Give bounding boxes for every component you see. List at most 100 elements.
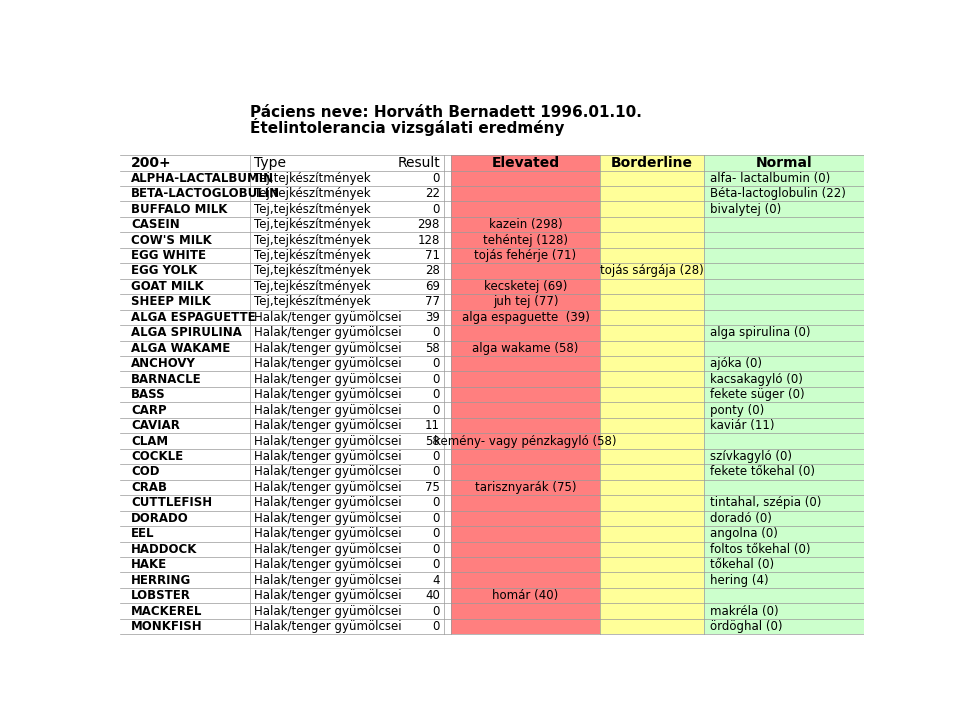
Text: ANCHOVY: ANCHOVY bbox=[132, 357, 196, 370]
Text: homár (40): homár (40) bbox=[492, 589, 559, 602]
Text: Tej,tejkészítmények: Tej,tejkészítmények bbox=[253, 295, 371, 308]
Text: 58: 58 bbox=[425, 435, 440, 447]
Text: COW'S MILK: COW'S MILK bbox=[132, 234, 212, 247]
Text: CLAM: CLAM bbox=[132, 435, 168, 447]
Text: bivalytej (0): bivalytej (0) bbox=[710, 203, 781, 216]
Text: juh tej (77): juh tej (77) bbox=[492, 295, 558, 308]
Text: Borderline: Borderline bbox=[611, 156, 693, 170]
Text: hering (4): hering (4) bbox=[710, 574, 769, 587]
Text: Halak/tenger gyümölcsei: Halak/tenger gyümölcsei bbox=[253, 404, 401, 417]
Text: BUFFALO MILK: BUFFALO MILK bbox=[132, 203, 228, 216]
Text: 75: 75 bbox=[425, 481, 440, 494]
Text: tehéntej (128): tehéntej (128) bbox=[483, 234, 568, 247]
Text: ördöghal (0): ördöghal (0) bbox=[710, 620, 782, 633]
Text: ajóka (0): ajóka (0) bbox=[710, 357, 762, 370]
Text: kazein (298): kazein (298) bbox=[489, 218, 563, 231]
Text: 11: 11 bbox=[425, 419, 440, 432]
Text: CASEIN: CASEIN bbox=[132, 218, 180, 231]
Text: EGG YOLK: EGG YOLK bbox=[132, 265, 198, 277]
Text: 0: 0 bbox=[433, 496, 440, 509]
Text: Tej,tejkészítmények: Tej,tejkészítmények bbox=[253, 172, 371, 185]
Text: Result: Result bbox=[397, 156, 440, 170]
Text: doradó (0): doradó (0) bbox=[710, 512, 772, 525]
Text: 0: 0 bbox=[433, 357, 440, 370]
Text: 0: 0 bbox=[433, 465, 440, 478]
Text: Ételintolerancia vizsgálati eredmény: Ételintolerancia vizsgálati eredmény bbox=[251, 118, 564, 136]
Text: Halak/tenger gyümölcsei: Halak/tenger gyümölcsei bbox=[253, 589, 401, 602]
Text: Normal: Normal bbox=[756, 156, 812, 170]
Text: 39: 39 bbox=[425, 311, 440, 324]
Text: tarisznyarák (75): tarisznyarák (75) bbox=[475, 481, 576, 494]
Text: ALPHA-LACTALBUMIN: ALPHA-LACTALBUMIN bbox=[132, 172, 275, 185]
Text: Tej,tejkészítmények: Tej,tejkészítmények bbox=[253, 280, 371, 293]
Text: Halak/tenger gyümölcsei: Halak/tenger gyümölcsei bbox=[253, 527, 401, 541]
Text: alga wakame (58): alga wakame (58) bbox=[472, 342, 579, 355]
Text: Halak/tenger gyümölcsei: Halak/tenger gyümölcsei bbox=[253, 543, 401, 556]
Text: kacsakagyló (0): kacsakagyló (0) bbox=[710, 373, 803, 386]
Text: MACKEREL: MACKEREL bbox=[132, 604, 203, 617]
Text: Halak/tenger gyümölcsei: Halak/tenger gyümölcsei bbox=[253, 620, 401, 633]
Text: Halak/tenger gyümölcsei: Halak/tenger gyümölcsei bbox=[253, 512, 401, 525]
Text: 0: 0 bbox=[433, 388, 440, 401]
Text: CUTTLEFISH: CUTTLEFISH bbox=[132, 496, 212, 509]
Text: HADDOCK: HADDOCK bbox=[132, 543, 198, 556]
Text: COCKLE: COCKLE bbox=[132, 450, 183, 463]
Text: tojás fehérje (71): tojás fehérje (71) bbox=[474, 249, 577, 262]
Text: BETA-LACTOGLOBULIN: BETA-LACTOGLOBULIN bbox=[132, 187, 280, 200]
Text: Halak/tenger gyümölcsei: Halak/tenger gyümölcsei bbox=[253, 496, 401, 509]
Text: Halak/tenger gyümölcsei: Halak/tenger gyümölcsei bbox=[253, 465, 401, 478]
Text: GOAT MILK: GOAT MILK bbox=[132, 280, 204, 293]
Text: makréla (0): makréla (0) bbox=[710, 604, 779, 617]
Text: Páciens neve: Horváth Bernadett 1996.01.10.: Páciens neve: Horváth Bernadett 1996.01.… bbox=[251, 105, 642, 120]
Text: kecsketej (69): kecsketej (69) bbox=[484, 280, 567, 293]
Text: CARP: CARP bbox=[132, 404, 167, 417]
Text: Tej,tejkészítmények: Tej,tejkészítmények bbox=[253, 265, 371, 277]
Text: tojás sárgája (28): tojás sárgája (28) bbox=[600, 265, 704, 277]
Text: 0: 0 bbox=[433, 373, 440, 386]
Text: BASS: BASS bbox=[132, 388, 166, 401]
Text: foltos tőkehal (0): foltos tőkehal (0) bbox=[710, 543, 810, 556]
Text: Type: Type bbox=[253, 156, 286, 170]
Text: alga spirulina (0): alga spirulina (0) bbox=[710, 326, 810, 339]
Text: 200+: 200+ bbox=[132, 156, 172, 170]
Text: 0: 0 bbox=[433, 604, 440, 617]
Text: 58: 58 bbox=[425, 342, 440, 355]
Text: Halak/tenger gyümölcsei: Halak/tenger gyümölcsei bbox=[253, 450, 401, 463]
Text: HERRING: HERRING bbox=[132, 574, 191, 587]
Text: 0: 0 bbox=[433, 559, 440, 571]
Text: COD: COD bbox=[132, 465, 159, 478]
Text: Tej,tejkészítmények: Tej,tejkészítmények bbox=[253, 234, 371, 247]
Text: Halak/tenger gyümölcsei: Halak/tenger gyümölcsei bbox=[253, 326, 401, 339]
Text: EGG WHITE: EGG WHITE bbox=[132, 249, 206, 262]
Text: Tej,tejkészítmények: Tej,tejkészítmények bbox=[253, 249, 371, 262]
Text: tőkehal (0): tőkehal (0) bbox=[710, 559, 774, 571]
Text: Elevated: Elevated bbox=[492, 156, 560, 170]
Text: LOBSTER: LOBSTER bbox=[132, 589, 191, 602]
Text: 28: 28 bbox=[425, 265, 440, 277]
Text: 22: 22 bbox=[425, 187, 440, 200]
Text: Halak/tenger gyümölcsei: Halak/tenger gyümölcsei bbox=[253, 559, 401, 571]
Text: 0: 0 bbox=[433, 172, 440, 185]
Text: Halak/tenger gyümölcsei: Halak/tenger gyümölcsei bbox=[253, 357, 401, 370]
Text: alfa- lactalbumin (0): alfa- lactalbumin (0) bbox=[710, 172, 830, 185]
Text: ponty (0): ponty (0) bbox=[710, 404, 764, 417]
Text: Halak/tenger gyümölcsei: Halak/tenger gyümölcsei bbox=[253, 481, 401, 494]
Text: EEL: EEL bbox=[132, 527, 155, 541]
Text: fekete tőkehal (0): fekete tőkehal (0) bbox=[710, 465, 815, 478]
Text: SHEEP MILK: SHEEP MILK bbox=[132, 295, 211, 308]
Text: 71: 71 bbox=[425, 249, 440, 262]
Text: Halak/tenger gyümölcsei: Halak/tenger gyümölcsei bbox=[253, 311, 401, 324]
Text: 0: 0 bbox=[433, 404, 440, 417]
Text: MONKFISH: MONKFISH bbox=[132, 620, 203, 633]
Text: Halak/tenger gyümölcsei: Halak/tenger gyümölcsei bbox=[253, 604, 401, 617]
Bar bbox=[704, 155, 864, 635]
Text: 0: 0 bbox=[433, 326, 440, 339]
Text: alga espaguette  (39): alga espaguette (39) bbox=[462, 311, 589, 324]
Text: BARNACLE: BARNACLE bbox=[132, 373, 202, 386]
Text: 0: 0 bbox=[433, 527, 440, 541]
Text: DORADO: DORADO bbox=[132, 512, 189, 525]
Text: tintahal, szépia (0): tintahal, szépia (0) bbox=[710, 496, 822, 509]
Text: Tej,tejkészítmények: Tej,tejkészítmények bbox=[253, 203, 371, 216]
Text: Béta-lactoglobulin (22): Béta-lactoglobulin (22) bbox=[710, 187, 846, 200]
Text: CAVIAR: CAVIAR bbox=[132, 419, 180, 432]
